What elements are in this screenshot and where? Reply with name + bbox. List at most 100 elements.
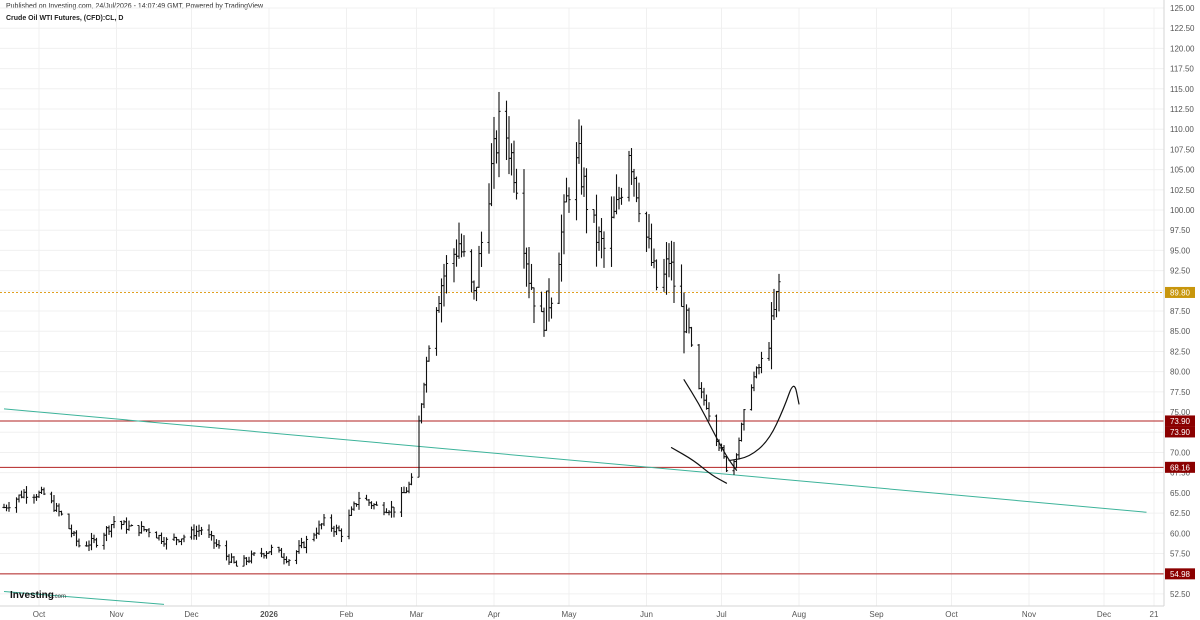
ohlc-bar [199,526,204,535]
ohlc-bar [462,235,466,257]
y-tick-label: 110.00 [1170,125,1194,134]
ohlc-bar [252,552,256,557]
ohlc-bar [17,494,21,503]
ohlc-bar [249,550,254,564]
y-tick-label: 92.50 [1170,267,1191,276]
ohlc-bar [399,487,404,518]
ohlc-bar [374,501,379,506]
ohlc-bar [92,534,96,544]
ohlc-bar [592,209,596,223]
ohlc-bar [612,196,616,219]
ohlc-bar [437,295,441,313]
y-tick-label: 115.00 [1170,85,1194,94]
ohlc-bar [322,514,326,527]
ohlc-bar [352,501,356,511]
ohlc-bar [609,196,614,267]
ohlc-bar [652,248,656,269]
ohlc-bar [777,273,781,312]
ohlc-bar [699,382,704,399]
ohlc-bar [459,233,464,258]
ohlc-bar [119,520,124,530]
ohlc-bar [427,345,431,362]
ohlc-bar [724,455,729,472]
trendlines [3,408,1147,605]
ohlc-bar [57,503,61,517]
ohlc-bar [704,394,709,410]
ohlc-bar [22,489,26,499]
ohlc-bar [472,280,476,300]
ohlc-bar [757,364,761,375]
x-tick-label: 2026 [260,610,278,619]
ohlc-bar [697,344,701,390]
ohlc-bar [567,187,571,213]
y-tick-label: 107.50 [1170,145,1195,154]
logo-brand: Investing [10,590,54,601]
ohlc-bar [514,168,519,200]
ohlc-bar [259,547,264,558]
ohlc-bar [772,288,776,320]
x-tick-label: 21 [1150,610,1159,619]
ohlc-bar [349,506,354,516]
price-tag [1165,426,1195,438]
ohlc-bar [574,142,579,221]
y-tick-label: 70.00 [1170,448,1191,457]
y-tick-label: 57.50 [1170,549,1191,558]
ohlc-bar [524,247,529,287]
y-tick-label: 62.50 [1170,509,1191,518]
ohlc-bar [627,150,631,202]
symbol-title: Crude Oil WTI Futures, (CFD):CL, D [6,15,124,22]
ohlc-bar [159,532,164,545]
ohlc-bar [279,547,284,558]
ohlc-bar [129,524,134,527]
price-tags: 73.90 73.90 68.16 54.98 89.80 [1165,286,1195,580]
ohlc-bar [154,531,159,539]
ohlc-bar [632,168,636,197]
y-axis[interactable]: 52.5055.0057.5060.0062.5065.0067.5070.00… [1170,4,1195,599]
ohlc-bar [687,307,691,334]
ohlc-bar [684,304,689,334]
ohlc-bar [142,525,146,532]
ohlc-bar [147,528,151,538]
price-tag [1165,461,1195,473]
x-tick-label: Jul [716,610,726,619]
ohlc-bar [49,491,54,504]
trendline[interactable] [3,408,1147,513]
ohlc-bar [644,211,649,252]
ohlc-bar [734,453,739,469]
ohlc-bar [94,537,99,548]
ohlc-bar [339,528,344,543]
ohlc-bar [509,143,514,176]
price-tag [1165,568,1195,580]
published-info: Published on Investing.com, 24/Jul/2026 … [6,3,264,10]
ohlc-bar [54,502,59,512]
ohlc-bar [74,530,79,547]
ohlc-bar [602,231,606,268]
price-tag-label: 89.80 [1170,288,1191,297]
ohlc-bar [297,540,301,554]
ohlc-bar [557,252,561,305]
ohlc-bar [52,494,56,512]
ohlc-bar [487,183,491,254]
ohlc-bar [42,487,46,496]
ohlc-bar [392,506,396,518]
x-tick-label: Nov [1022,610,1036,619]
ohlc-bar [277,546,281,553]
trendline[interactable] [3,590,165,605]
ohlc-bar [224,540,229,561]
ohlc-bar [124,517,129,534]
y-tick-label: 117.50 [1170,65,1194,74]
recovery-arrow[interactable] [728,385,800,462]
ohlc-bar [629,148,634,185]
support-arc[interactable] [670,447,728,484]
ohlc-bar [774,290,779,318]
ohlc-bar [207,524,211,539]
ohlc-bar [227,554,231,565]
ohlc-bar [647,214,651,249]
downtrend-curve[interactable] [683,379,738,471]
x-axis[interactable]: Oct Nov Dec 2026 Feb Mar Apr May Jun Jul Aug Sep Oct… [33,610,1159,619]
ohlc-bar [749,384,754,411]
ohlc-bar [304,535,309,554]
logo-suffix: .com [53,594,66,600]
x-tick-label: Dec [184,610,198,619]
